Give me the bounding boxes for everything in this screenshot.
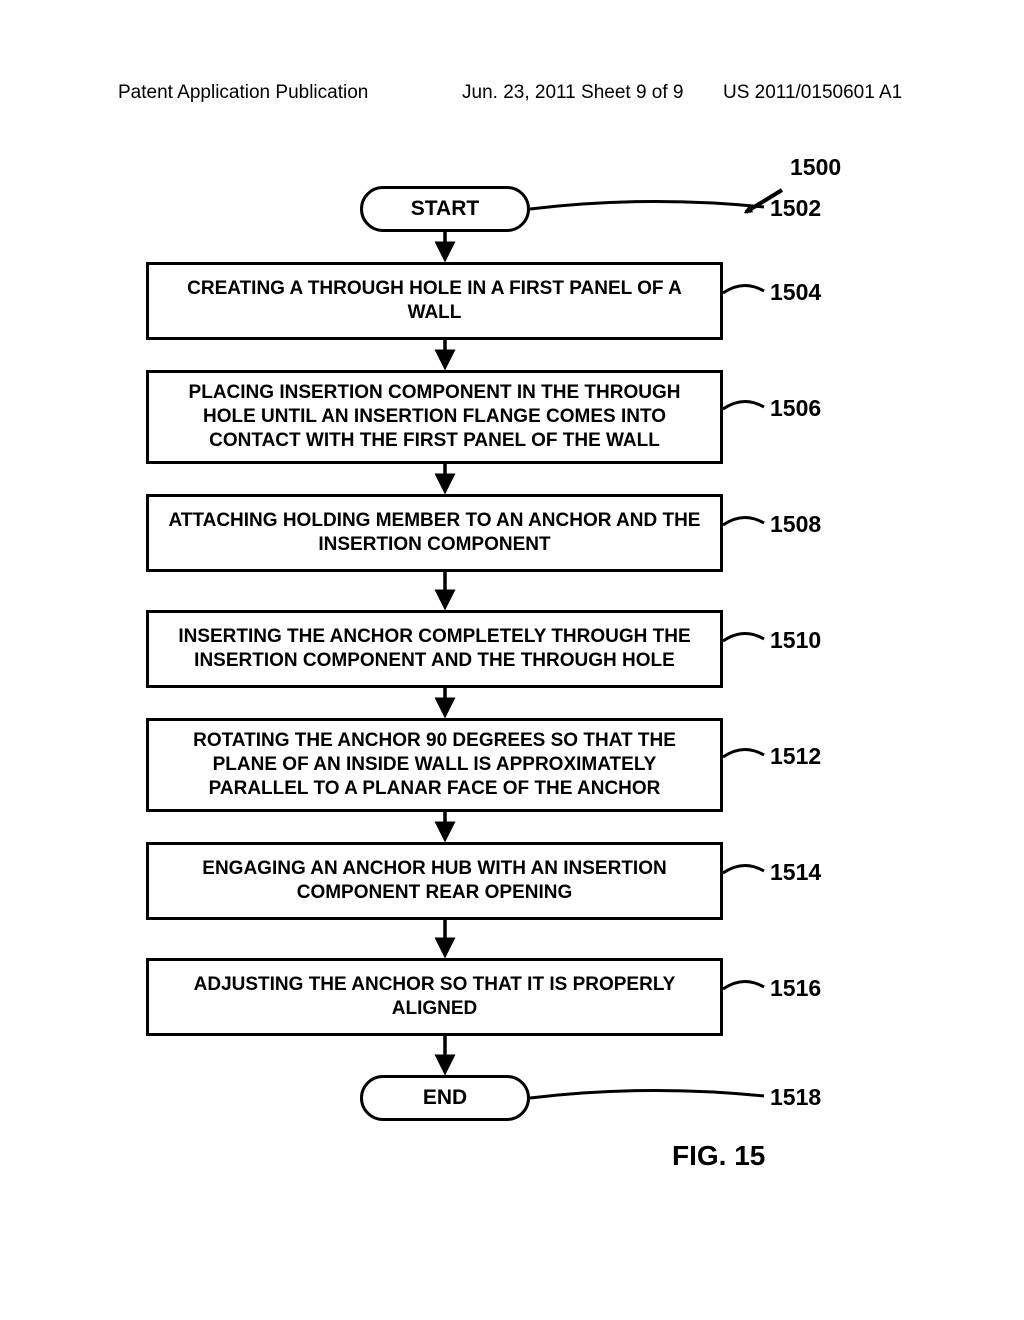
end-terminator: END	[360, 1075, 530, 1121]
step-1516: ADJUSTING THE ANCHOR SO THAT IT IS PROPE…	[146, 958, 723, 1036]
ref-1502: 1502	[770, 195, 821, 222]
start-terminator: START	[360, 186, 530, 232]
header-docnumber: US 2011/0150601 A1	[723, 82, 902, 104]
figure-label: FIG. 15	[672, 1140, 765, 1172]
step-1506: PLACING INSERTION COMPONENT IN THE THROU…	[146, 370, 723, 464]
ref-1512: 1512	[770, 743, 821, 770]
ref-1510: 1510	[770, 627, 821, 654]
header-publication: Patent Application Publication	[118, 82, 368, 104]
step-1510: INSERTING THE ANCHOR COMPLETELY THROUGH …	[146, 610, 723, 688]
ref-overall: 1500	[790, 154, 841, 181]
step-1512: ROTATING THE ANCHOR 90 DEGREES SO THAT T…	[146, 718, 723, 812]
ref-1506: 1506	[770, 395, 821, 422]
ref-1516: 1516	[770, 975, 821, 1002]
header-date-sheet: Jun. 23, 2011 Sheet 9 of 9	[462, 82, 684, 104]
step-1514: ENGAGING AN ANCHOR HUB WITH AN INSERTION…	[146, 842, 723, 920]
ref-1518: 1518	[770, 1084, 821, 1111]
ref-1504: 1504	[770, 279, 821, 306]
ref-1514: 1514	[770, 859, 821, 886]
step-1508: ATTACHING HOLDING MEMBER TO AN ANCHOR AN…	[146, 494, 723, 572]
ref-1508: 1508	[770, 511, 821, 538]
step-1504: CREATING A THROUGH HOLE IN A FIRST PANEL…	[146, 262, 723, 340]
